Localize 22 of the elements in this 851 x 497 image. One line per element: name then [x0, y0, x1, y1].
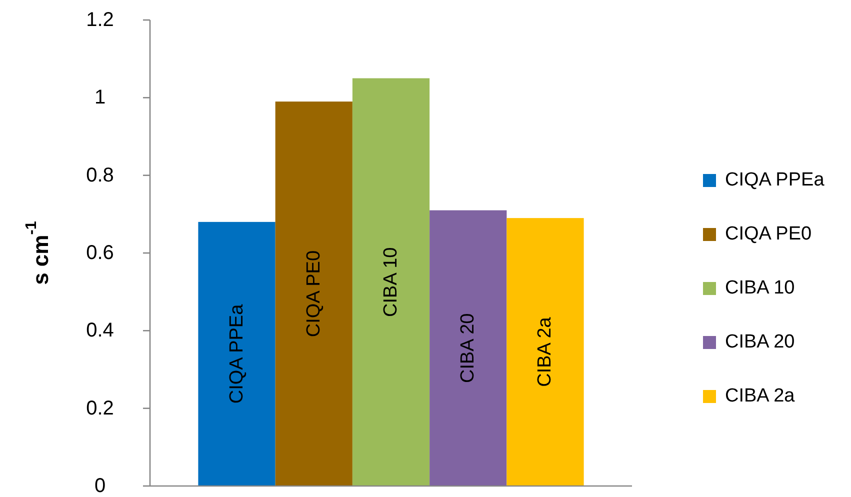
text: CIQA PE0: [303, 250, 324, 338]
text: CIQA PPEa: [226, 304, 248, 404]
text: CIBA 10: [380, 247, 402, 317]
legend-label: CIBA 10: [725, 278, 795, 298]
y-tick-label: 1: [94, 86, 106, 109]
legend-label: CIQA PPEa: [725, 170, 825, 190]
y-tick-label: 0.4: [86, 320, 114, 342]
text: CIBA 2a: [534, 317, 556, 387]
legend-label: CIBA 2a: [725, 386, 796, 406]
y-tick-label: 0.2: [86, 397, 114, 420]
y-tick-label: 0.6: [86, 242, 114, 264]
bar: [430, 210, 507, 486]
y-tick-label: 1.2: [86, 9, 114, 31]
bar: [506, 218, 584, 486]
legend-label: CIBA 20: [725, 332, 795, 352]
bar: [352, 78, 430, 486]
legend-label: CIQA PE0: [725, 224, 812, 244]
y-tick-label: 0: [94, 475, 106, 497]
bar: [275, 102, 352, 486]
text: CIBA 20: [458, 313, 479, 383]
y-tick-label: 0.8: [86, 164, 114, 186]
bar: [198, 222, 276, 486]
